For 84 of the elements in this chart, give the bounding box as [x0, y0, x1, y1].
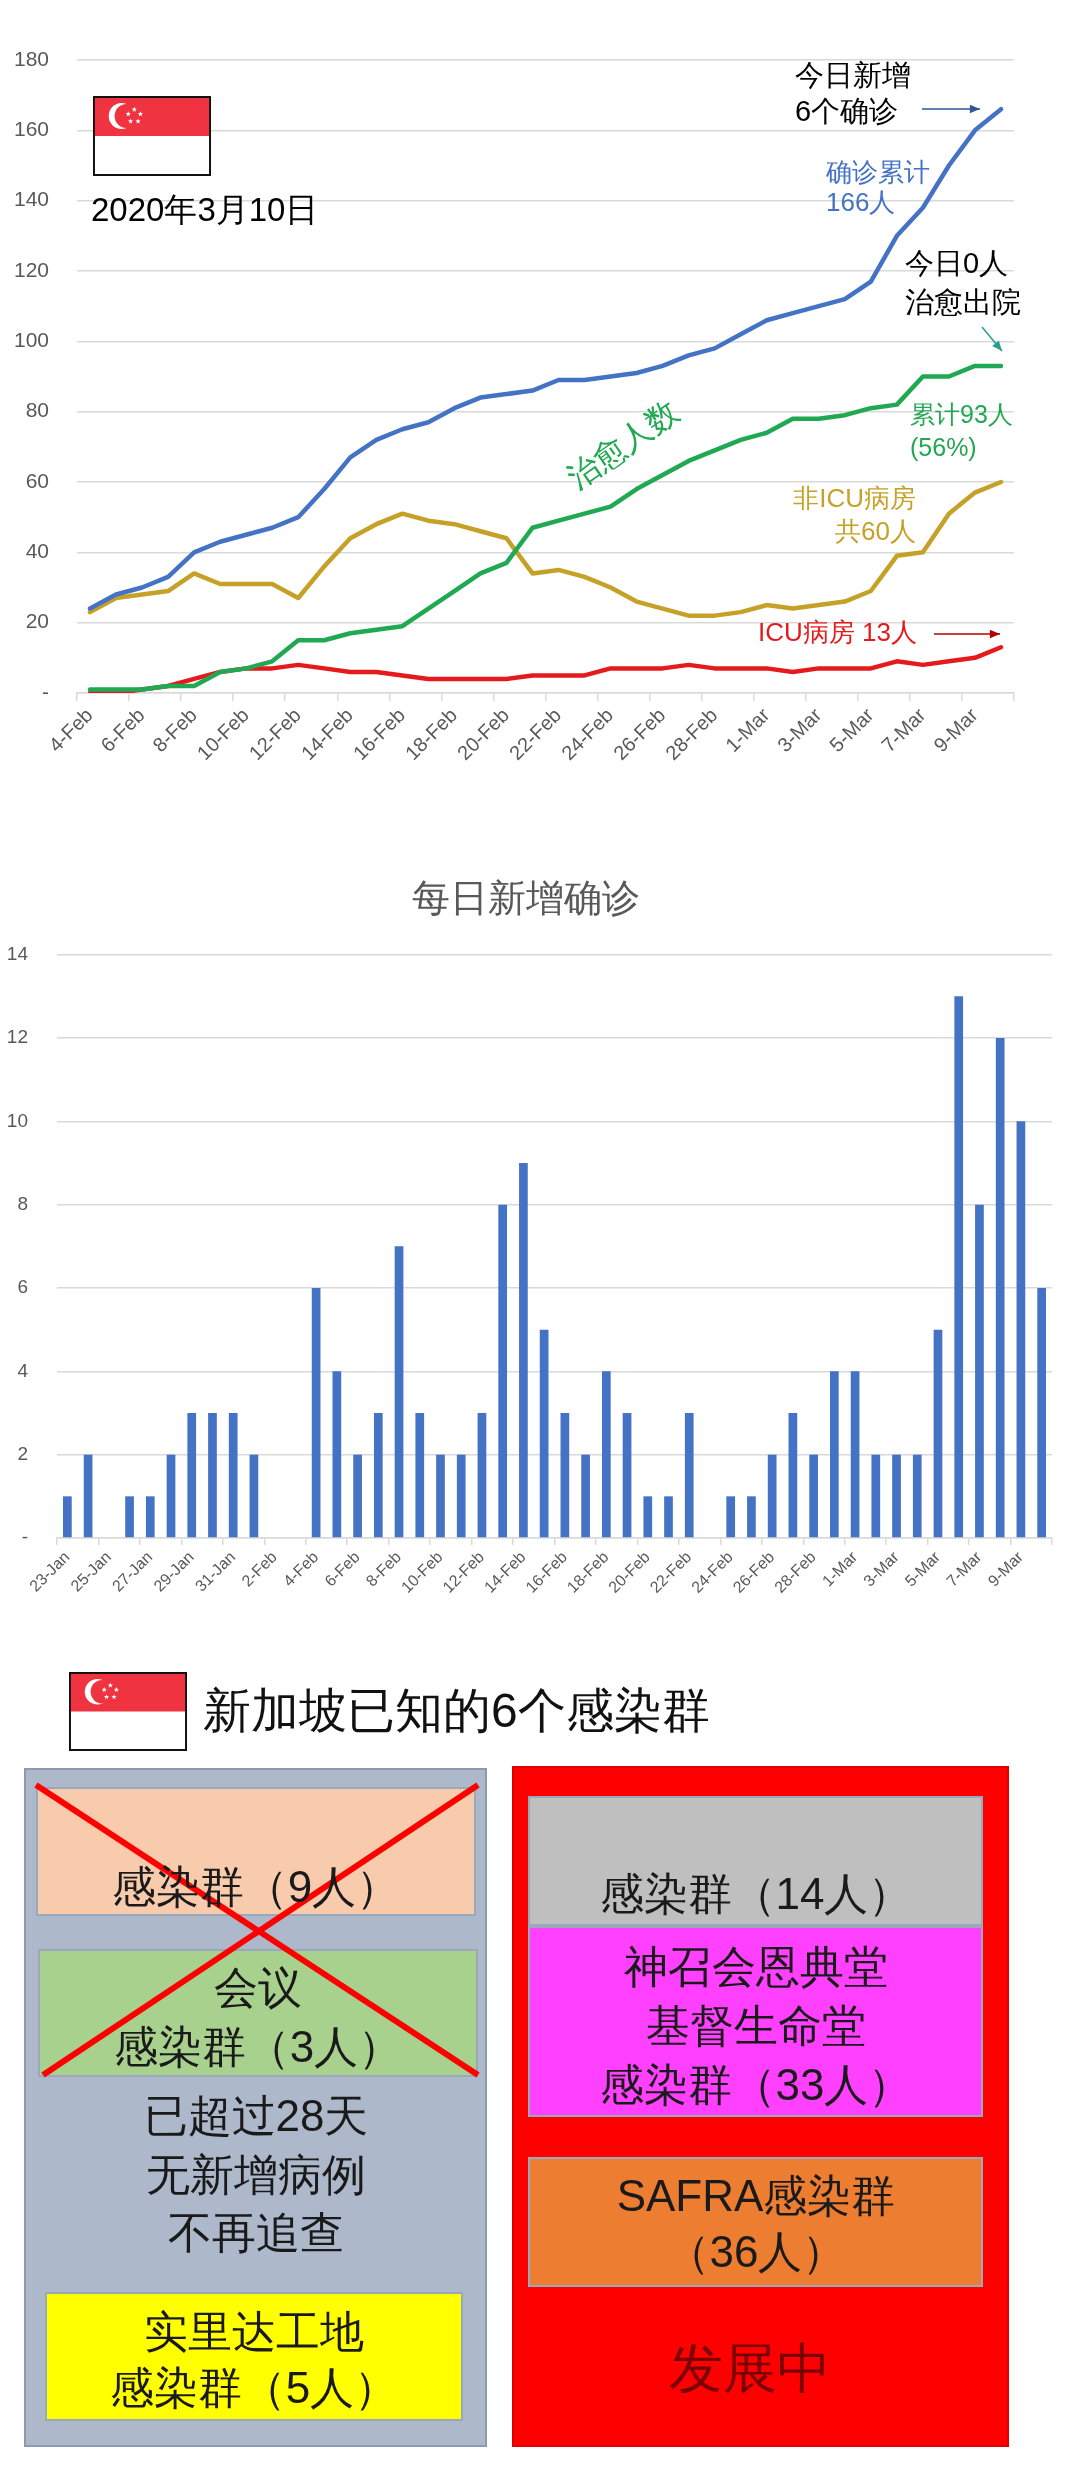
bar: [767, 1454, 777, 1538]
y-tick-label: 40: [25, 539, 49, 563]
text: 新加坡已知的6个感染群: [203, 1683, 710, 1740]
bar: [788, 1412, 798, 1538]
y-tick-label: 80: [25, 398, 49, 422]
bar: [539, 1329, 549, 1538]
y-tick-label: 8: [17, 1192, 28, 1214]
text: 治愈人数: [560, 392, 686, 496]
annotation: 今日0人治愈出院: [905, 247, 1021, 318]
text: （36人）: [665, 2225, 847, 2278]
chart-title: 每日新增确诊: [412, 877, 640, 920]
text: 无新增病例: [146, 2148, 366, 2201]
bar: [311, 1287, 321, 1538]
bar: [933, 1329, 943, 1538]
y-tick-label: 20: [25, 609, 49, 633]
series-label: 确诊累计 166人: [825, 157, 930, 218]
bar: [850, 1371, 860, 1538]
y-tick-label: 2: [17, 1442, 28, 1464]
annotation: 累计93人 (56%): [910, 399, 1013, 461]
y-tick-label: -: [21, 1526, 28, 1548]
bar: [1037, 1287, 1046, 1538]
bar: [83, 1454, 93, 1538]
y-tick-label: 6: [17, 1276, 28, 1298]
bar: [228, 1412, 238, 1538]
bar: [747, 1496, 756, 1538]
text: 感染群（33人）: [599, 2058, 913, 2111]
bar: [995, 1037, 1005, 1538]
bar: [1016, 1121, 1026, 1538]
text: 不再追查: [168, 2206, 344, 2259]
bar: [145, 1496, 155, 1538]
series-label: 非ICU病房共60人: [793, 483, 916, 547]
y-tick-label: 60: [25, 468, 49, 492]
y-tick-label: 120: [13, 257, 49, 281]
y-tick-label: 12: [6, 1026, 28, 1048]
bar: [63, 1496, 72, 1538]
bar: [187, 1412, 197, 1538]
text: SAFRA感染群: [616, 2169, 896, 2222]
bar: [125, 1496, 134, 1538]
bar: [560, 1412, 570, 1538]
y-tick-label: -: [42, 679, 49, 703]
y-tick-label: 180: [13, 46, 49, 70]
series-label: ICU病房 13人: [758, 617, 917, 648]
bar: [684, 1412, 694, 1538]
bar: [664, 1496, 673, 1538]
text: 已超过28天: [143, 2089, 369, 2142]
bar: [477, 1412, 487, 1538]
bar: [954, 996, 964, 1538]
bar: [726, 1496, 736, 1538]
bar: [249, 1454, 259, 1538]
bar: [871, 1454, 881, 1538]
bar: [498, 1204, 508, 1538]
bar: [436, 1454, 445, 1538]
bar: [975, 1204, 984, 1538]
bar: [208, 1412, 217, 1538]
text: 实里达工地: [144, 2305, 364, 2358]
y-tick-label: 14: [6, 942, 29, 964]
text: 神召会恩典堂: [624, 1940, 888, 1993]
y-tick-label: 4: [17, 1359, 29, 1381]
bar: [519, 1162, 528, 1538]
bar: [581, 1454, 590, 1538]
annotation: 2020年3月10日: [91, 191, 319, 229]
y-tick-label: 140: [13, 187, 49, 211]
bar: [829, 1371, 839, 1538]
bar: [394, 1246, 404, 1538]
bar: [622, 1412, 632, 1538]
bar: [892, 1454, 901, 1538]
text: 发展中: [669, 2337, 831, 2401]
bar: [601, 1371, 611, 1538]
annotation: 今日新增 6个确诊: [795, 59, 911, 127]
bar: [643, 1496, 653, 1538]
y-tick-label: 160: [13, 117, 49, 141]
bar: [353, 1454, 362, 1538]
bar: [373, 1412, 383, 1538]
bar: [166, 1454, 176, 1538]
bar: [415, 1412, 425, 1538]
bar: [809, 1454, 818, 1538]
bar: [912, 1454, 922, 1538]
text: 基督生命堂: [646, 1999, 866, 2052]
text: 感染群（14人）: [599, 1867, 913, 1920]
bar: [456, 1454, 466, 1538]
y-tick-label: 10: [6, 1109, 28, 1131]
y-tick-label: 100: [13, 328, 49, 352]
text: 感染群（5人）: [109, 2361, 399, 2414]
bar: [332, 1371, 342, 1538]
